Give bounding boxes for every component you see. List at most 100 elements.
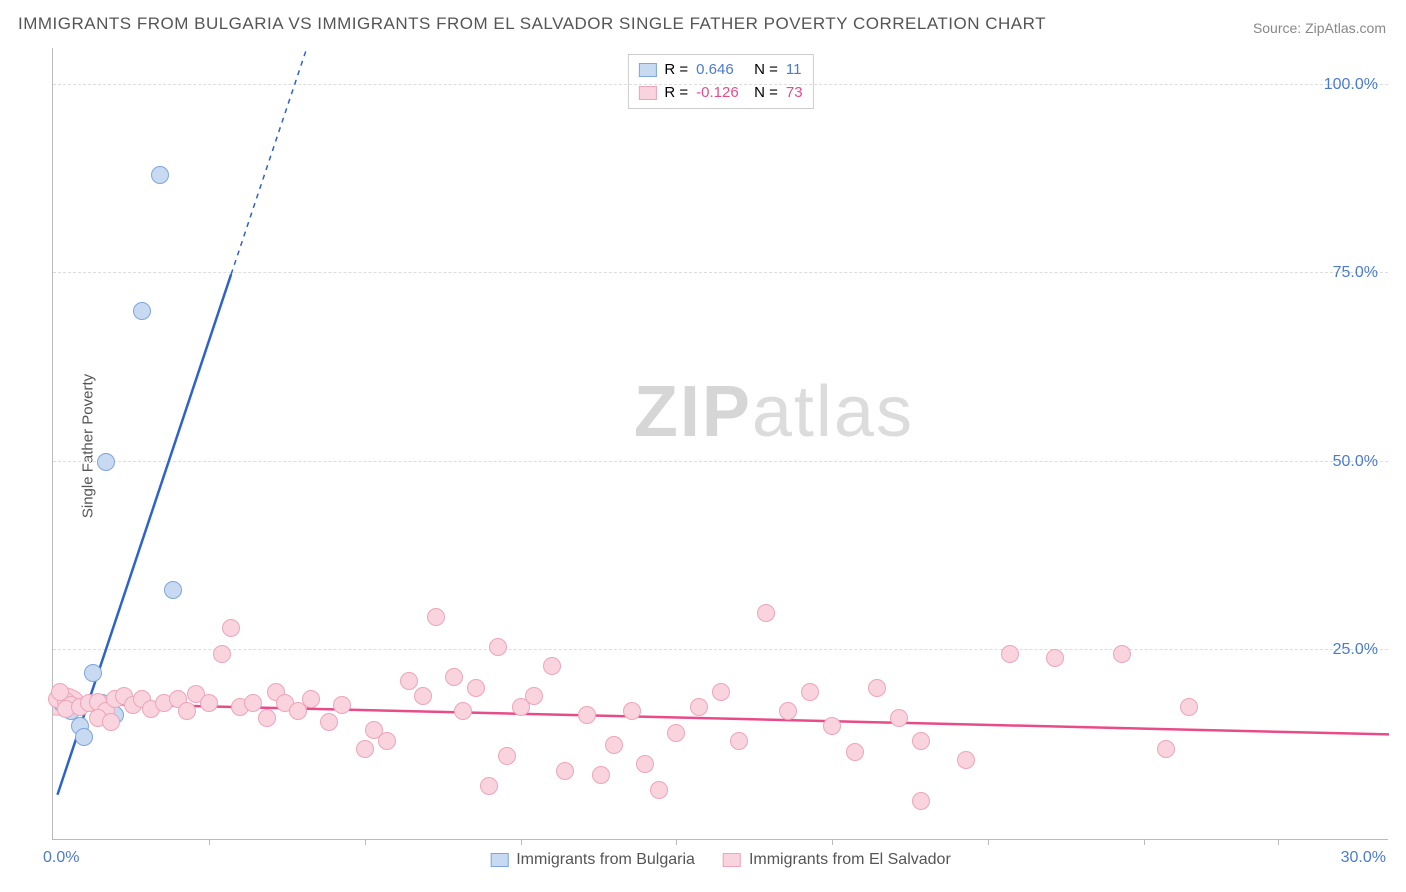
plot-area: ZIPatlas R = 0.646 N = 11 R = -0.126 N =…	[52, 48, 1388, 840]
data-point-elsalvador	[605, 736, 623, 754]
swatch-elsalvador	[723, 853, 741, 867]
x-axis-max-label: 30.0%	[1341, 849, 1386, 867]
data-point-elsalvador	[102, 713, 120, 731]
trend-line-bulgaria	[57, 274, 231, 794]
data-point-elsalvador	[556, 762, 574, 780]
data-point-elsalvador	[868, 679, 886, 697]
data-point-bulgaria	[133, 302, 151, 320]
data-point-elsalvador	[200, 694, 218, 712]
data-point-elsalvador	[846, 743, 864, 761]
r-label: R =	[664, 82, 688, 105]
trend-line-dash-bulgaria	[231, 48, 307, 274]
data-point-elsalvador	[378, 732, 396, 750]
data-point-elsalvador	[320, 713, 338, 731]
data-point-elsalvador	[51, 683, 69, 701]
data-point-elsalvador	[213, 645, 231, 663]
x-tick	[209, 839, 210, 845]
data-point-elsalvador	[467, 679, 485, 697]
watermark-bold: ZIP	[634, 372, 752, 452]
data-point-elsalvador	[414, 687, 432, 705]
data-point-elsalvador	[356, 740, 374, 758]
data-point-elsalvador	[712, 683, 730, 701]
data-point-elsalvador	[302, 690, 320, 708]
legend-item: Immigrants from Bulgaria	[490, 851, 695, 869]
y-tick-label: 50.0%	[1333, 453, 1378, 471]
data-point-elsalvador	[912, 792, 930, 810]
data-point-elsalvador	[957, 751, 975, 769]
data-point-elsalvador	[333, 696, 351, 714]
r-label: R =	[664, 59, 688, 82]
data-point-elsalvador	[592, 766, 610, 784]
data-point-elsalvador	[543, 657, 561, 675]
swatch-bulgaria	[638, 63, 656, 77]
data-point-elsalvador	[258, 709, 276, 727]
data-point-elsalvador	[178, 702, 196, 720]
y-tick-label: 25.0%	[1333, 641, 1378, 659]
data-point-elsalvador	[489, 638, 507, 656]
watermark-rest: atlas	[752, 372, 914, 452]
data-point-elsalvador	[757, 604, 775, 622]
legend-label: Immigrants from Bulgaria	[516, 851, 695, 869]
data-point-elsalvador	[623, 702, 641, 720]
watermark: ZIPatlas	[634, 371, 914, 453]
data-point-elsalvador	[1180, 698, 1198, 716]
data-point-bulgaria	[164, 581, 182, 599]
legend-stats-row: R = -0.126 N = 73	[638, 82, 802, 105]
data-point-elsalvador	[823, 717, 841, 735]
data-point-elsalvador	[779, 702, 797, 720]
data-point-elsalvador	[578, 706, 596, 724]
data-point-elsalvador	[1157, 740, 1175, 758]
data-point-bulgaria	[75, 728, 93, 746]
data-point-elsalvador	[667, 724, 685, 742]
data-point-elsalvador	[498, 747, 516, 765]
data-point-elsalvador	[1001, 645, 1019, 663]
gridline	[53, 272, 1388, 273]
data-point-elsalvador	[454, 702, 472, 720]
data-point-elsalvador	[690, 698, 708, 716]
data-point-elsalvador	[427, 608, 445, 626]
x-tick	[988, 839, 989, 845]
x-tick	[521, 839, 522, 845]
y-tick-label: 100.0%	[1324, 76, 1378, 94]
legend-series: Immigrants from Bulgaria Immigrants from…	[490, 851, 951, 869]
gridline	[53, 649, 1388, 650]
data-point-bulgaria	[151, 166, 169, 184]
swatch-bulgaria	[490, 853, 508, 867]
x-tick	[1144, 839, 1145, 845]
x-tick	[1278, 839, 1279, 845]
data-point-elsalvador	[525, 687, 543, 705]
x-tick	[832, 839, 833, 845]
data-point-elsalvador	[480, 777, 498, 795]
legend-label: Immigrants from El Salvador	[749, 851, 951, 869]
gridline	[53, 84, 1388, 85]
legend-stats: R = 0.646 N = 11 R = -0.126 N = 73	[627, 54, 813, 109]
data-point-elsalvador	[650, 781, 668, 799]
x-tick	[365, 839, 366, 845]
data-point-elsalvador	[890, 709, 908, 727]
n-value: 11	[786, 59, 802, 82]
y-tick-label: 75.0%	[1333, 264, 1378, 282]
data-point-elsalvador	[222, 619, 240, 637]
n-label: N =	[754, 82, 778, 105]
legend-stats-row: R = 0.646 N = 11	[638, 59, 802, 82]
x-tick	[676, 839, 677, 845]
data-point-elsalvador	[1113, 645, 1131, 663]
data-point-elsalvador	[244, 694, 262, 712]
n-value: 73	[786, 82, 803, 105]
data-point-elsalvador	[400, 672, 418, 690]
x-axis-min-label: 0.0%	[43, 849, 79, 867]
legend-item: Immigrants from El Salvador	[723, 851, 951, 869]
data-point-elsalvador	[801, 683, 819, 701]
n-label: N =	[754, 59, 778, 82]
data-point-elsalvador	[912, 732, 930, 750]
trend-lines	[53, 48, 1389, 840]
gridline	[53, 461, 1388, 462]
chart-title: IMMIGRANTS FROM BULGARIA VS IMMIGRANTS F…	[18, 14, 1046, 34]
r-value: 0.646	[696, 59, 746, 82]
source-label: Source: ZipAtlas.com	[1253, 20, 1386, 36]
data-point-elsalvador	[636, 755, 654, 773]
data-point-bulgaria	[97, 453, 115, 471]
r-value: -0.126	[696, 82, 746, 105]
data-point-elsalvador	[1046, 649, 1064, 667]
data-point-elsalvador	[730, 732, 748, 750]
